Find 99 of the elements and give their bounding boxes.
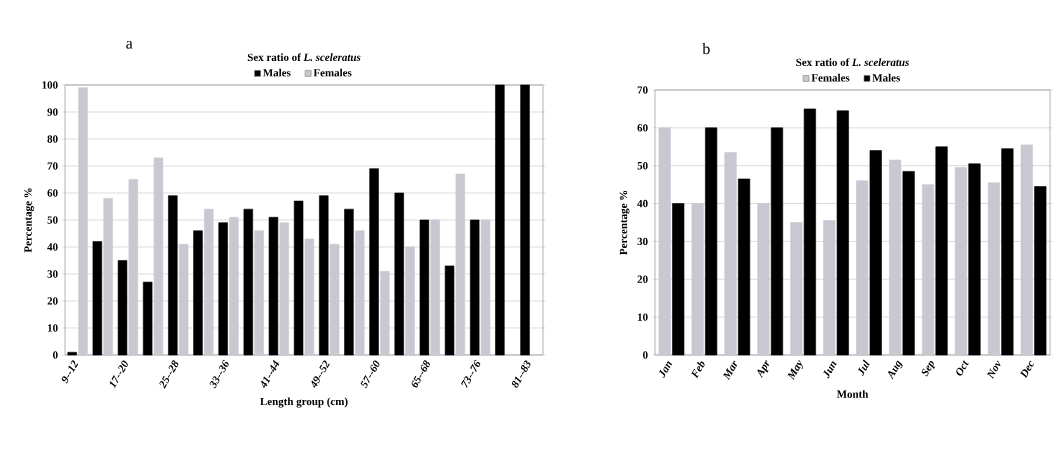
bar [480, 219, 491, 356]
bar [869, 150, 882, 356]
bar [823, 220, 836, 356]
bar [103, 198, 113, 356]
bar [430, 219, 440, 356]
bar [67, 351, 77, 356]
bar [268, 216, 279, 356]
y-tick-label: 30 [47, 270, 58, 278]
bar [193, 230, 203, 356]
bar [968, 163, 981, 356]
bar [153, 157, 164, 356]
chart-title: Sex ratio of L. sceleratus [247, 53, 361, 62]
bar [1001, 148, 1014, 356]
bar [405, 246, 415, 356]
x-tick-label: Sep [921, 360, 936, 377]
bar [229, 216, 239, 356]
x-tick-label: Jul [857, 359, 870, 376]
y-tick-label: 50 [47, 216, 58, 224]
bar [921, 184, 935, 356]
bar [243, 208, 253, 356]
bar [790, 222, 803, 356]
text: a [126, 41, 133, 49]
bar [204, 208, 214, 356]
bar [856, 180, 869, 356]
y-tick-label: 40 [637, 199, 648, 208]
x-tick-label: Dec [1020, 360, 1034, 379]
bar [954, 167, 968, 356]
y-tick-label: 30 [637, 237, 648, 246]
x-axis-title: Month [836, 390, 869, 398]
bar [757, 203, 770, 356]
bar [902, 171, 915, 356]
y-tick-label: 60 [637, 124, 648, 132]
bar [770, 127, 784, 356]
bar [355, 230, 365, 356]
y-axis-title: Percentage % [619, 190, 630, 255]
y-tick-label: 80 [47, 135, 58, 143]
bar [304, 238, 315, 356]
x-tick-label: Oct [956, 360, 969, 376]
bar [78, 87, 88, 356]
bar [470, 219, 480, 356]
x-tick-label: Apr [757, 360, 770, 378]
bar [658, 127, 671, 356]
bar [394, 192, 404, 356]
bar [1020, 144, 1033, 356]
bar [369, 168, 379, 356]
bar [178, 243, 189, 356]
bar [128, 179, 139, 356]
x-tick-label: Feb [691, 361, 705, 379]
bar [738, 178, 751, 356]
bar [329, 243, 340, 356]
y-tick-label: 20 [47, 297, 58, 305]
legend-label: Females [811, 73, 850, 82]
bar [117, 260, 128, 356]
bar [254, 230, 264, 356]
y-tick-label: 0 [643, 351, 648, 359]
x-tick-label: Jun [823, 361, 837, 379]
bar [455, 173, 466, 356]
bar [319, 195, 329, 356]
bar [889, 159, 902, 356]
bar [836, 110, 849, 356]
bar [495, 84, 505, 356]
bar [279, 222, 289, 356]
y-axis-title: Percentage % [24, 188, 35, 253]
bar [344, 208, 354, 356]
text: b [702, 43, 710, 55]
bar [92, 241, 103, 356]
bar [520, 84, 530, 356]
x-tick-label: Jan [659, 361, 673, 378]
y-tick-label: 100 [42, 81, 58, 89]
bar [444, 265, 455, 356]
legend-label: Males [263, 68, 291, 77]
y-tick-label: 10 [637, 313, 648, 321]
y-tick-label: 50 [637, 162, 648, 170]
x-axis-title: Length group (cm) [260, 397, 348, 408]
bar [705, 127, 718, 356]
bar [380, 270, 390, 356]
y-tick-label: 10 [47, 324, 58, 332]
bar [142, 281, 153, 356]
y-tick-label: 70 [637, 86, 648, 94]
bar [803, 108, 816, 356]
bar [724, 152, 737, 356]
y-tick-label: 60 [47, 189, 58, 197]
y-tick-label: 70 [47, 162, 58, 170]
chart-title: Sex ratio of L. sceleratus [796, 58, 909, 67]
y-tick-label: 90 [47, 108, 58, 116]
bar [1034, 186, 1047, 356]
y-tick-label: 40 [47, 243, 58, 251]
legend-label: Males [872, 73, 901, 82]
bar [168, 195, 178, 356]
y-tick-label: 0 [53, 351, 58, 359]
bar [935, 146, 948, 356]
bar [293, 200, 304, 356]
legend-label: Females [313, 68, 352, 77]
bar [691, 203, 704, 356]
bar [218, 222, 228, 356]
y-tick-label: 20 [637, 275, 648, 283]
bar [419, 219, 430, 356]
bar [672, 203, 685, 356]
bar [987, 182, 1000, 356]
